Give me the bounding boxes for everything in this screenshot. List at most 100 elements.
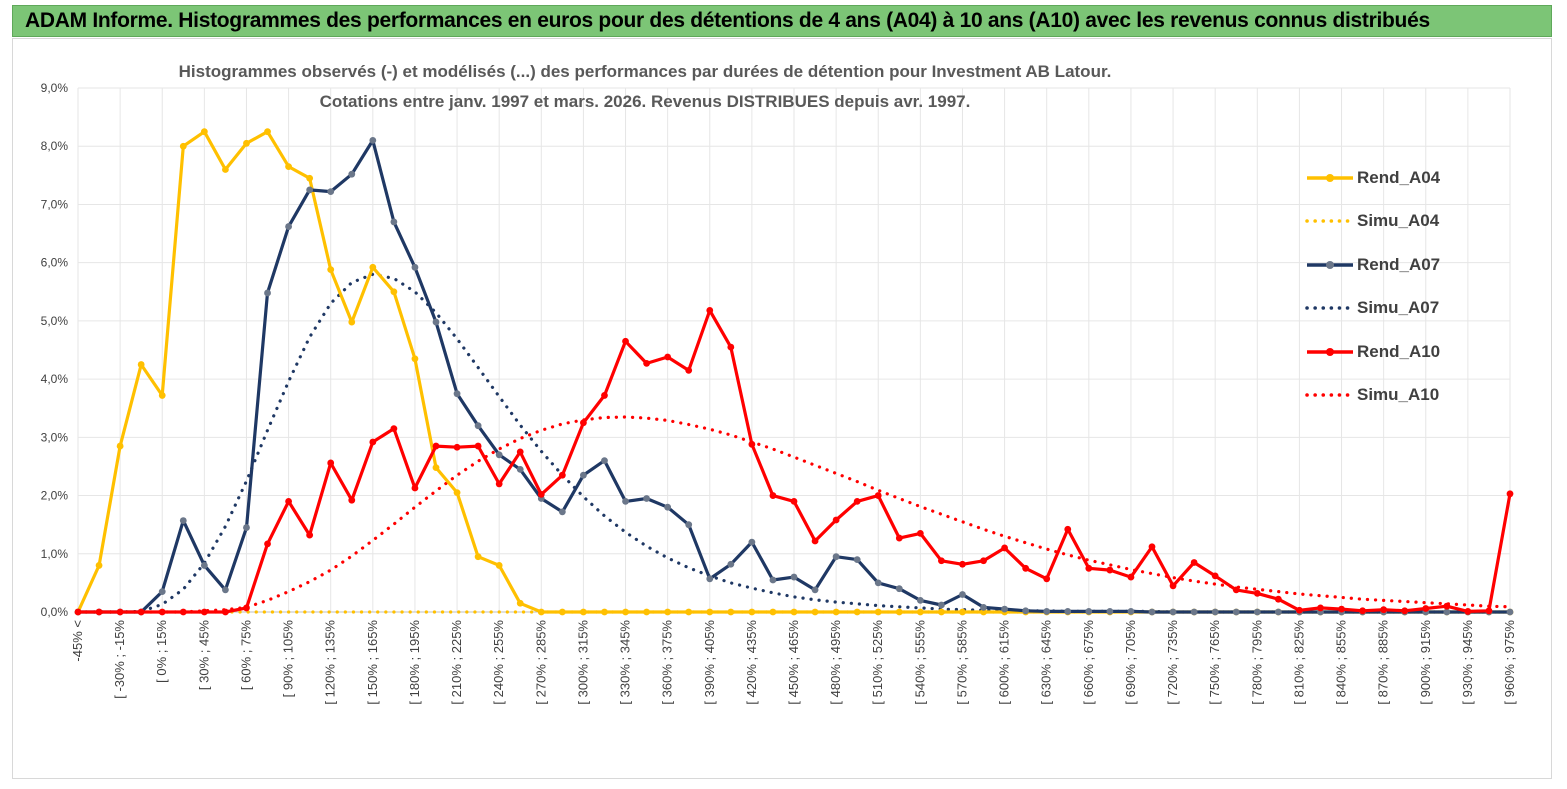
marker-rend_a10	[580, 419, 587, 427]
legend-label: Simu_A10	[1357, 385, 1440, 404]
marker-rend_a07	[769, 576, 777, 584]
marker-rend_a07	[790, 573, 798, 581]
marker-rend_a04	[179, 142, 187, 150]
y-tick-label: 4,0%	[41, 372, 69, 386]
marker-rend_a10	[1464, 608, 1472, 615]
legend-swatch-marker	[1326, 348, 1334, 356]
marker-rend_a04	[664, 608, 672, 616]
marker-rend_a04	[727, 608, 735, 616]
x-tick-label: [ 510% ; 525%	[870, 620, 885, 705]
marker-rend_a07	[432, 318, 440, 326]
x-tick-label: [ 750% ; 765%	[1207, 620, 1222, 705]
x-tick-label: [ 270% ; 285%	[533, 620, 548, 705]
legend-swatch-marker	[1326, 174, 1334, 182]
marker-rend_a07	[895, 585, 903, 593]
marker-rend_a07	[453, 390, 461, 398]
x-tick-label: [ 960% ; 975%	[1502, 620, 1517, 705]
marker-rend_a10	[748, 440, 756, 448]
marker-rend_a10	[453, 443, 461, 451]
x-tick-label: [ 30% ; 45%	[196, 620, 211, 691]
marker-rend_a10	[916, 530, 924, 537]
marker-rend_a10	[74, 608, 82, 616]
marker-rend_a07	[558, 508, 566, 516]
marker-rend_a04	[327, 266, 335, 274]
marker-rend_a10	[1443, 602, 1451, 610]
x-tick-label: [ 660% ; 675%	[1081, 620, 1096, 705]
marker-rend_a07	[1232, 608, 1240, 616]
x-tick-label: [ 690% ; 705%	[1123, 620, 1138, 705]
marker-rend_a10	[1485, 607, 1493, 615]
marker-rend_a07	[1169, 608, 1177, 616]
marker-rend_a04	[580, 608, 587, 616]
legend-swatch	[1307, 174, 1353, 182]
marker-rend_a10	[495, 480, 503, 488]
marker-rend_a10	[348, 496, 356, 504]
x-tick-label: [ 570% ; 585%	[954, 620, 969, 705]
marker-rend_a04	[769, 608, 777, 616]
marker-rend_a10	[1001, 544, 1008, 552]
marker-rend_a07	[643, 495, 650, 502]
x-tick-label: [ 120% ; 135%	[323, 620, 338, 705]
x-tick-label: [ 450% ; 465%	[786, 620, 801, 705]
marker-rend_a10	[285, 497, 292, 505]
legend-swatch	[1307, 348, 1353, 356]
marker-rend_a07	[1001, 605, 1008, 613]
marker-rend_a10	[790, 497, 798, 505]
marker-rend_a04	[643, 608, 650, 616]
marker-rend_a04	[916, 608, 924, 616]
title-banner: ADAM Informe. Histogrammes des performan…	[12, 5, 1552, 37]
marker-rend_a04	[222, 166, 229, 173]
marker-rend_a07	[1443, 608, 1451, 616]
marker-rend_a10	[1422, 605, 1430, 612]
marker-rend_a10	[222, 608, 229, 616]
marker-rend_a10	[811, 537, 819, 545]
marker-rend_a10	[685, 366, 693, 374]
x-tick-label: [ 180% ; 195%	[407, 620, 422, 705]
marker-rend_a04	[622, 608, 629, 616]
marker-rend_a10	[1296, 606, 1303, 614]
marker-rend_a07	[916, 596, 924, 604]
marker-rend_a10	[474, 442, 482, 450]
marker-rend_a07	[959, 591, 966, 598]
x-tick-label: [ 150% ; 165%	[365, 620, 380, 705]
marker-rend_a07	[1022, 607, 1030, 615]
marker-rend_a07	[1085, 608, 1093, 615]
marker-rend_a04	[895, 608, 903, 616]
marker-rend_a10	[769, 492, 777, 499]
marker-rend_a04	[453, 489, 461, 497]
marker-rend_a04	[116, 442, 124, 450]
marker-rend_a07	[1190, 608, 1198, 616]
marker-rend_a10	[832, 516, 840, 524]
marker-rend_a07	[474, 422, 482, 430]
marker-rend_a07	[580, 471, 587, 479]
marker-rend_a04	[790, 608, 798, 616]
x-tick-label: -45% <	[70, 620, 85, 662]
marker-rend_a10	[411, 484, 419, 492]
marker-rend_a10	[179, 608, 187, 616]
marker-rend_a07	[1127, 608, 1135, 615]
marker-rend_a07	[727, 560, 735, 568]
marker-rend_a10	[1359, 607, 1366, 615]
marker-rend_a10	[664, 353, 672, 361]
marker-rend_a10	[1043, 575, 1051, 583]
marker-rend_a10	[516, 448, 524, 456]
marker-rend_a07	[664, 503, 672, 511]
marker-rend_a04	[980, 608, 987, 616]
marker-rend_a07	[516, 465, 524, 473]
marker-rend_a07	[1211, 608, 1219, 616]
marker-rend_a10	[853, 497, 861, 505]
marker-rend_a04	[243, 139, 250, 147]
x-tick-label: [ 240% ; 255%	[491, 620, 506, 705]
x-tick-label: [ 720% ; 735%	[1165, 620, 1180, 705]
marker-rend_a07	[1274, 608, 1282, 616]
marker-rend_a04	[369, 263, 377, 271]
marker-rend_a04	[390, 288, 398, 296]
marker-rend_a04	[285, 163, 292, 171]
legend-swatch-marker	[1326, 261, 1334, 269]
series-simu_a10	[76, 415, 1512, 614]
chart-frame	[12, 38, 1552, 779]
y-tick-label: 5,0%	[41, 314, 69, 328]
x-tick-label: [ 330% ; 345%	[618, 620, 633, 705]
x-tick-label: [ 420% ; 435%	[744, 620, 759, 705]
marker-rend_a10	[980, 557, 987, 565]
